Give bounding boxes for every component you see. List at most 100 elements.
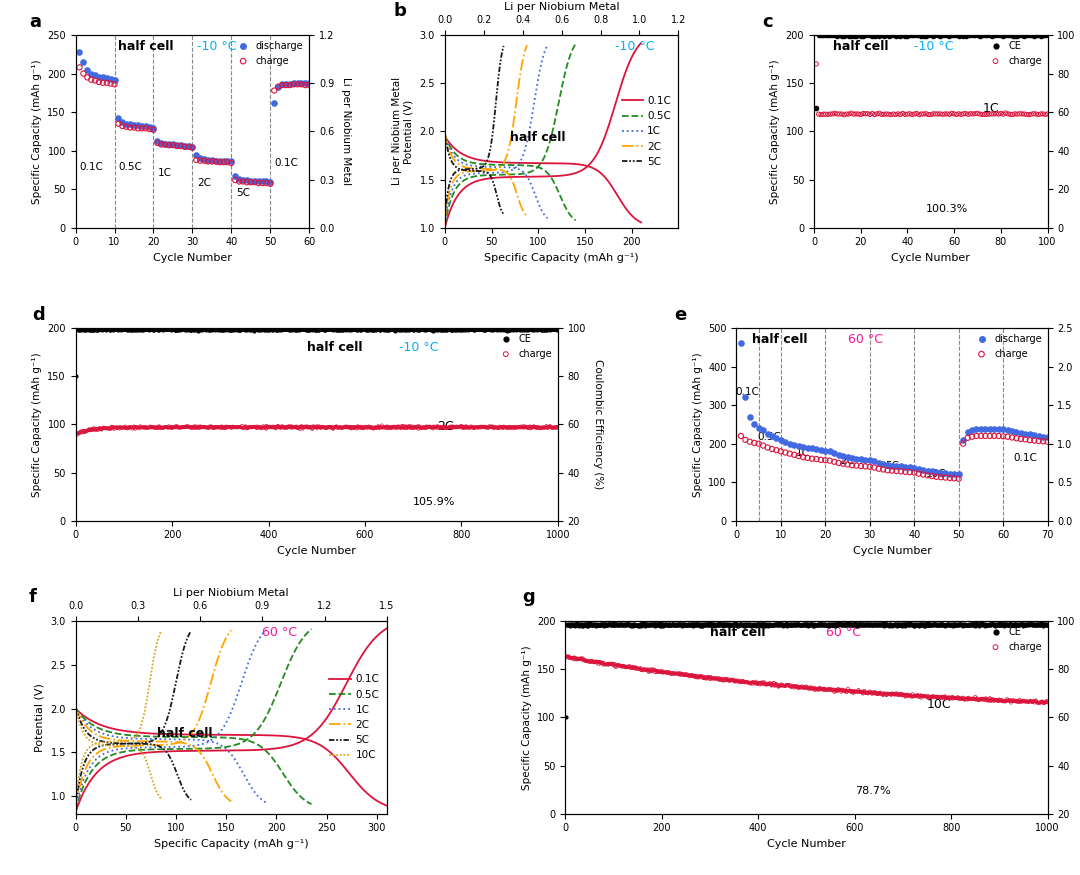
Point (437, 322, 455, 336)
Point (71, 425, 89, 439)
Point (433, 323, 450, 337)
Point (658, 617, 675, 631)
Point (79, 322, 96, 336)
Point (767, 618, 784, 632)
Point (773, 678, 791, 692)
Point (856, 453, 874, 467)
Point (760, 677, 778, 691)
Point (444, 322, 461, 336)
Point (834, 29, 851, 43)
Point (987, 618, 1004, 632)
Point (273, 78, 291, 92)
Point (701, 617, 718, 631)
Point (468, 322, 485, 336)
Point (178, 323, 195, 337)
Point (764, 619, 781, 633)
Point (810, 681, 827, 695)
Point (351, 421, 368, 435)
Point (606, 618, 623, 632)
Point (211, 322, 228, 336)
Point (846, 684, 863, 698)
Point (642, 618, 659, 632)
Point (332, 322, 349, 336)
Point (1030, 696, 1048, 710)
Point (692, 669, 710, 683)
Point (610, 659, 627, 673)
Point (503, 421, 521, 435)
Point (107, 322, 124, 336)
Point (449, 420, 467, 434)
Point (872, 687, 889, 701)
Point (663, 666, 680, 680)
Point (243, 420, 260, 434)
Point (109, 421, 126, 435)
Point (137, 322, 154, 336)
Point (922, 690, 940, 704)
Point (116, 420, 133, 434)
Point (327, 323, 345, 337)
Point (446, 420, 463, 434)
Point (1026, 428, 1043, 442)
Text: 10C: 10C (927, 469, 947, 480)
Point (189, 322, 206, 336)
Point (778, 617, 795, 631)
Legend: CE, charge: CE, charge (495, 332, 553, 360)
Point (189, 324, 206, 338)
Point (121, 117, 138, 131)
Point (1028, 695, 1045, 709)
Point (1025, 618, 1042, 632)
Point (534, 420, 551, 434)
Point (754, 617, 771, 631)
Point (397, 422, 415, 436)
Point (148, 421, 165, 435)
Point (955, 437, 972, 451)
Point (299, 421, 316, 435)
Point (247, 420, 265, 434)
Point (962, 692, 980, 706)
Point (170, 420, 187, 434)
Point (313, 323, 330, 337)
Point (178, 418, 195, 432)
Point (637, 662, 654, 676)
Point (673, 618, 690, 632)
Point (765, 618, 782, 632)
Point (945, 691, 962, 705)
Point (512, 419, 529, 433)
Point (281, 77, 298, 91)
Text: -10 °C: -10 °C (197, 40, 237, 53)
Point (424, 322, 442, 336)
Point (960, 618, 977, 632)
Point (477, 322, 495, 336)
Point (1003, 694, 1021, 708)
Point (283, 323, 300, 337)
Point (167, 419, 185, 433)
Point (286, 420, 303, 434)
Point (876, 108, 893, 122)
Point (989, 617, 1007, 631)
Point (375, 322, 392, 336)
Point (75, 55, 92, 69)
Point (913, 618, 930, 632)
Point (266, 83, 283, 97)
Point (286, 420, 303, 434)
Point (111, 322, 129, 336)
Point (420, 322, 437, 336)
Point (192, 421, 210, 435)
Point (768, 444, 785, 458)
Point (356, 322, 374, 336)
Point (867, 618, 885, 632)
Point (484, 322, 501, 336)
Point (998, 617, 1015, 631)
Point (744, 618, 761, 632)
Point (286, 323, 303, 337)
Point (683, 617, 700, 631)
Point (731, 675, 748, 689)
Point (307, 322, 324, 336)
Point (684, 619, 701, 633)
Point (183, 420, 200, 434)
Point (705, 671, 723, 685)
Point (176, 140, 193, 154)
Point (459, 323, 476, 337)
Point (131, 322, 148, 336)
Point (92, 423, 109, 437)
